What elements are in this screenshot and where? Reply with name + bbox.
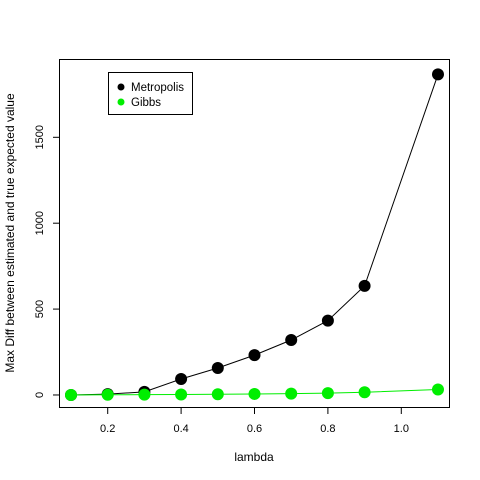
gibbs-data-point — [285, 387, 298, 400]
x-axis: 0.2 0.4 0.6 0.8 1.0 — [100, 407, 409, 435]
metropolis-series-line — [70, 74, 439, 396]
x-tick-label: 0.6 — [247, 423, 262, 435]
legend-marker-gibbs — [117, 98, 125, 106]
gibbs-data-point — [211, 388, 224, 401]
x-tick-label: 1.0 — [394, 423, 409, 435]
metropolis-data-point — [358, 279, 371, 292]
gibbs-data-point — [248, 387, 261, 400]
metropolis-data-point — [285, 334, 298, 347]
legend-box — [108, 72, 193, 115]
y-tick-label: 1000 — [34, 211, 46, 235]
gibbs-data-point — [431, 383, 444, 396]
gibbs-data-point — [358, 386, 371, 399]
legend-marker-metropolis — [117, 83, 125, 91]
metropolis-data-point — [211, 362, 224, 375]
metropolis-data-point — [321, 314, 334, 327]
gibbs-data-point — [138, 388, 151, 401]
legend-label-gibbs: Gibbs — [131, 97, 161, 109]
series-layer — [65, 68, 444, 401]
x-tick-label: 0.2 — [100, 423, 115, 435]
x-axis-title: lambda — [234, 450, 274, 464]
legend-label-metropolis: Metropolis — [131, 82, 184, 94]
y-axis-title: Max Diff between estimated and true expe… — [3, 93, 17, 373]
y-tick-label: 1500 — [34, 125, 46, 149]
gibbs-data-point — [175, 388, 188, 401]
y-tick-label: 500 — [34, 300, 46, 318]
y-tick-label: 0 — [34, 392, 46, 398]
gibbs-series-line — [71, 388, 439, 396]
gibbs-data-point — [321, 387, 334, 400]
metropolis-data-point — [248, 349, 261, 362]
x-tick-label: 0.4 — [173, 423, 188, 435]
gibbs-data-point — [65, 388, 78, 401]
x-tick-label: 0.8 — [320, 423, 335, 435]
legend: Metropolis Gibbs — [108, 72, 193, 115]
metropolis-data-point — [431, 68, 444, 81]
y-axis: 0 500 1000 1500 — [34, 125, 60, 398]
metropolis-data-point — [175, 372, 188, 385]
gibbs-data-point — [101, 388, 114, 401]
